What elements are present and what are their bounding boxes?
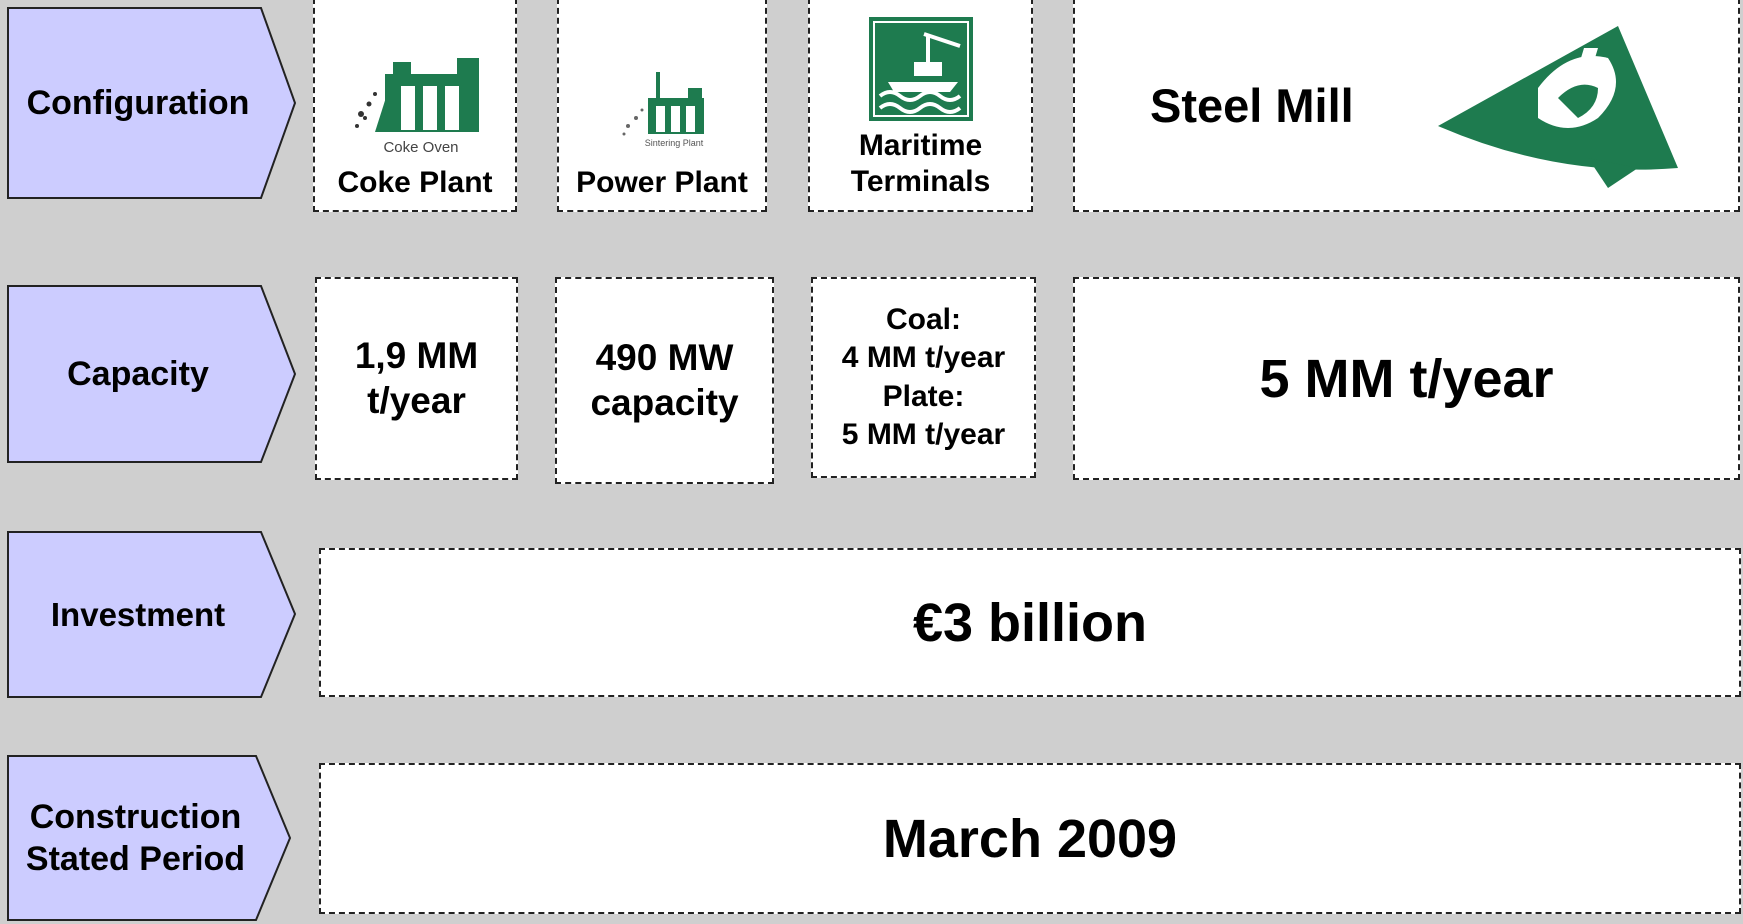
cell-line: Plate: <box>882 379 965 413</box>
icon-caption: Sintering Plant <box>645 138 704 148</box>
cell-line: 4 MM t/year <box>841 341 1006 375</box>
cell: €3 billion <box>319 548 1741 697</box>
cell-line: 5 MM t/year <box>841 417 1006 451</box>
row-label: Construction Stated Period <box>25 797 246 879</box>
cell: March 2009 <box>319 763 1741 914</box>
cell: 1,9 MM t/year <box>315 277 518 480</box>
cell-text: €3 billion <box>912 592 1148 653</box>
row-label: Capacity <box>67 354 209 393</box>
row-tag <box>7 755 292 921</box>
cell-text: 490 MW capacity <box>590 337 739 423</box>
cell: Steel Mill <box>1073 0 1740 212</box>
steel-mill-logo <box>1438 25 1678 188</box>
cell: Sintering Plant Power Plant <box>557 0 767 212</box>
cell: Maritime Terminals <box>808 0 1033 212</box>
icon-caption: Coke Oven <box>383 139 458 156</box>
cell: 490 MW capacity <box>555 277 774 484</box>
cell-text: Maritime Terminals <box>850 129 991 198</box>
cell-text: Power Plant <box>576 166 748 199</box>
row-label: Configuration <box>26 83 250 122</box>
cell-text: 1,9 MM t/year <box>354 335 479 421</box>
maritime-icon <box>868 17 973 121</box>
cell: 5 MM t/year <box>1073 277 1740 480</box>
cell: Coke Oven Coke Plant <box>313 0 517 212</box>
cell-text: Coke Plant <box>337 166 493 199</box>
sintering-icon: Sintering Plant <box>622 72 704 148</box>
cell-text: Steel Mill <box>1150 78 1354 132</box>
cell: Coal: 4 MM t/year Plate: 5 MM t/year <box>811 277 1036 478</box>
row-tag <box>7 7 297 199</box>
row-tag <box>7 531 297 698</box>
cell-text: 5 MM t/year <box>1259 348 1554 409</box>
row-label: Investment <box>50 595 226 633</box>
cell-text: March 2009 <box>882 808 1178 869</box>
coke-oven-icon: Coke Oven <box>355 58 479 156</box>
cell-line: Coal: <box>886 302 961 336</box>
row-tag <box>7 285 297 463</box>
